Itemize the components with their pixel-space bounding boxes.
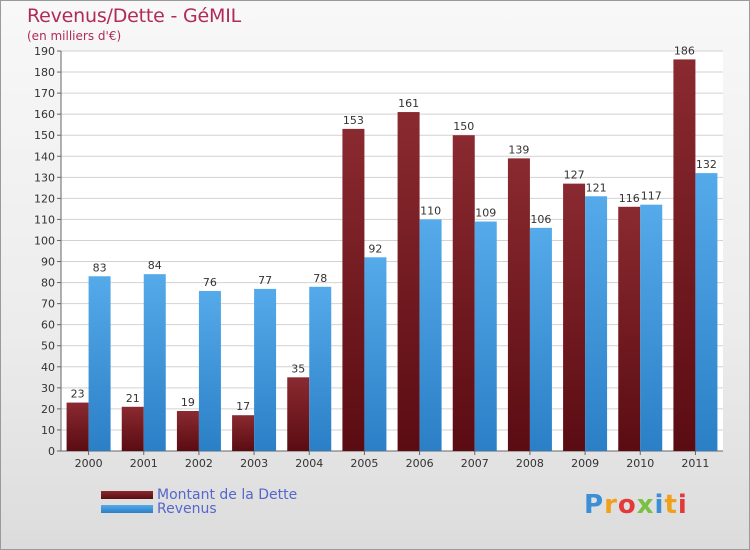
bar-revenue — [143, 274, 166, 451]
y-tick-label: 130 — [34, 171, 55, 184]
data-label-revenue: 121 — [586, 181, 607, 194]
x-tick-label: 2009 — [571, 457, 599, 470]
x-tick-label: 2011 — [681, 457, 709, 470]
data-label-revenue: 84 — [148, 259, 162, 272]
legend-debt: Montant de la Dette — [101, 487, 297, 503]
bar-revenue — [529, 227, 552, 451]
data-label-debt: 186 — [674, 44, 695, 57]
y-tick-label: 100 — [34, 234, 55, 247]
data-label-debt: 139 — [508, 143, 529, 156]
data-label-revenue: 78 — [313, 272, 327, 285]
y-tick-label: 60 — [41, 319, 55, 332]
y-tick-label: 150 — [34, 129, 55, 142]
y-tick-label: 90 — [41, 256, 55, 269]
y-tick-label: 80 — [41, 277, 55, 290]
bar-revenue — [640, 204, 663, 451]
y-tick-label: 110 — [34, 213, 55, 226]
x-tick-label: 2004 — [295, 457, 323, 470]
data-label-debt: 116 — [619, 192, 640, 205]
bar-debt — [507, 158, 530, 452]
data-label-debt: 23 — [71, 388, 85, 401]
data-label-debt: 19 — [181, 396, 195, 409]
y-tick-label: 120 — [34, 192, 55, 205]
y-tick-label: 20 — [41, 403, 55, 416]
y-tick-label: 140 — [34, 150, 55, 163]
y-tick-label: 40 — [41, 361, 55, 374]
data-label-debt: 21 — [126, 392, 140, 405]
x-tick-label: 2005 — [350, 457, 378, 470]
y-tick-label: 50 — [41, 340, 55, 353]
bar-debt — [232, 415, 255, 451]
bar-revenue — [419, 219, 442, 451]
data-label-debt: 35 — [291, 362, 305, 375]
data-label-debt: 161 — [398, 97, 419, 110]
bar-revenue — [474, 221, 497, 451]
y-tick-label: 180 — [34, 66, 55, 79]
bar-debt — [342, 128, 365, 451]
bar-debt — [66, 402, 89, 451]
chart-title: Revenus/Dette - GéMIL — [27, 5, 241, 27]
legend-revenue: Revenus — [101, 501, 217, 517]
data-label-debt: 153 — [343, 114, 364, 127]
data-label-debt: 17 — [236, 400, 250, 413]
plot-area — [61, 51, 723, 451]
bar-debt — [452, 135, 475, 452]
bar-revenue — [309, 286, 332, 451]
y-tick-label: 70 — [41, 298, 55, 311]
data-label-revenue: 117 — [641, 190, 662, 203]
data-label-revenue: 110 — [420, 204, 441, 217]
bar-debt — [287, 377, 310, 451]
x-tick-label: 2008 — [516, 457, 544, 470]
x-tick-label: 2010 — [626, 457, 654, 470]
bar-debt — [397, 112, 420, 451]
bar-revenue — [198, 291, 221, 451]
bar-revenue — [585, 196, 608, 451]
data-label-revenue: 109 — [475, 207, 496, 220]
y-tick-label: 160 — [34, 108, 55, 121]
bar-debt — [563, 183, 586, 451]
x-tick-label: 2000 — [75, 457, 103, 470]
legend-debt-label: Montant de la Dette — [157, 487, 298, 503]
bar-revenue — [88, 276, 111, 451]
legend-revenue-swatch — [101, 505, 153, 513]
legend-revenue-label: Revenus — [157, 501, 217, 517]
bar-debt — [121, 406, 144, 451]
bar-revenue — [364, 257, 387, 451]
y-tick-label: 0 — [48, 445, 55, 458]
bar-debt — [673, 59, 696, 451]
data-label-revenue: 77 — [258, 274, 272, 287]
data-label-revenue: 76 — [203, 276, 217, 289]
data-label-revenue: 106 — [530, 213, 551, 226]
x-tick-label: 2002 — [185, 457, 213, 470]
chart-subtitle: (en milliers d'€) — [27, 29, 122, 43]
x-tick-label: 2003 — [240, 457, 268, 470]
data-label-revenue: 132 — [696, 158, 717, 171]
x-tick-label: 2001 — [130, 457, 158, 470]
data-label-debt: 150 — [453, 120, 474, 133]
proxiti-logo: Proxiti — [584, 490, 688, 520]
y-tick-label: 30 — [41, 382, 55, 395]
y-tick-label: 10 — [41, 424, 55, 437]
data-label-debt: 127 — [564, 169, 585, 182]
y-tick-label: 190 — [34, 45, 55, 58]
bar-revenue — [695, 173, 718, 451]
legend-debt-swatch — [101, 491, 153, 499]
x-tick-label: 2006 — [406, 457, 434, 470]
y-tick-label: 170 — [34, 87, 55, 100]
bar-revenue — [254, 288, 277, 451]
x-tick-label: 2007 — [461, 457, 489, 470]
bar-debt — [176, 411, 199, 451]
bar-debt — [618, 206, 641, 451]
data-label-revenue: 83 — [93, 261, 107, 274]
data-label-revenue: 92 — [368, 242, 382, 255]
